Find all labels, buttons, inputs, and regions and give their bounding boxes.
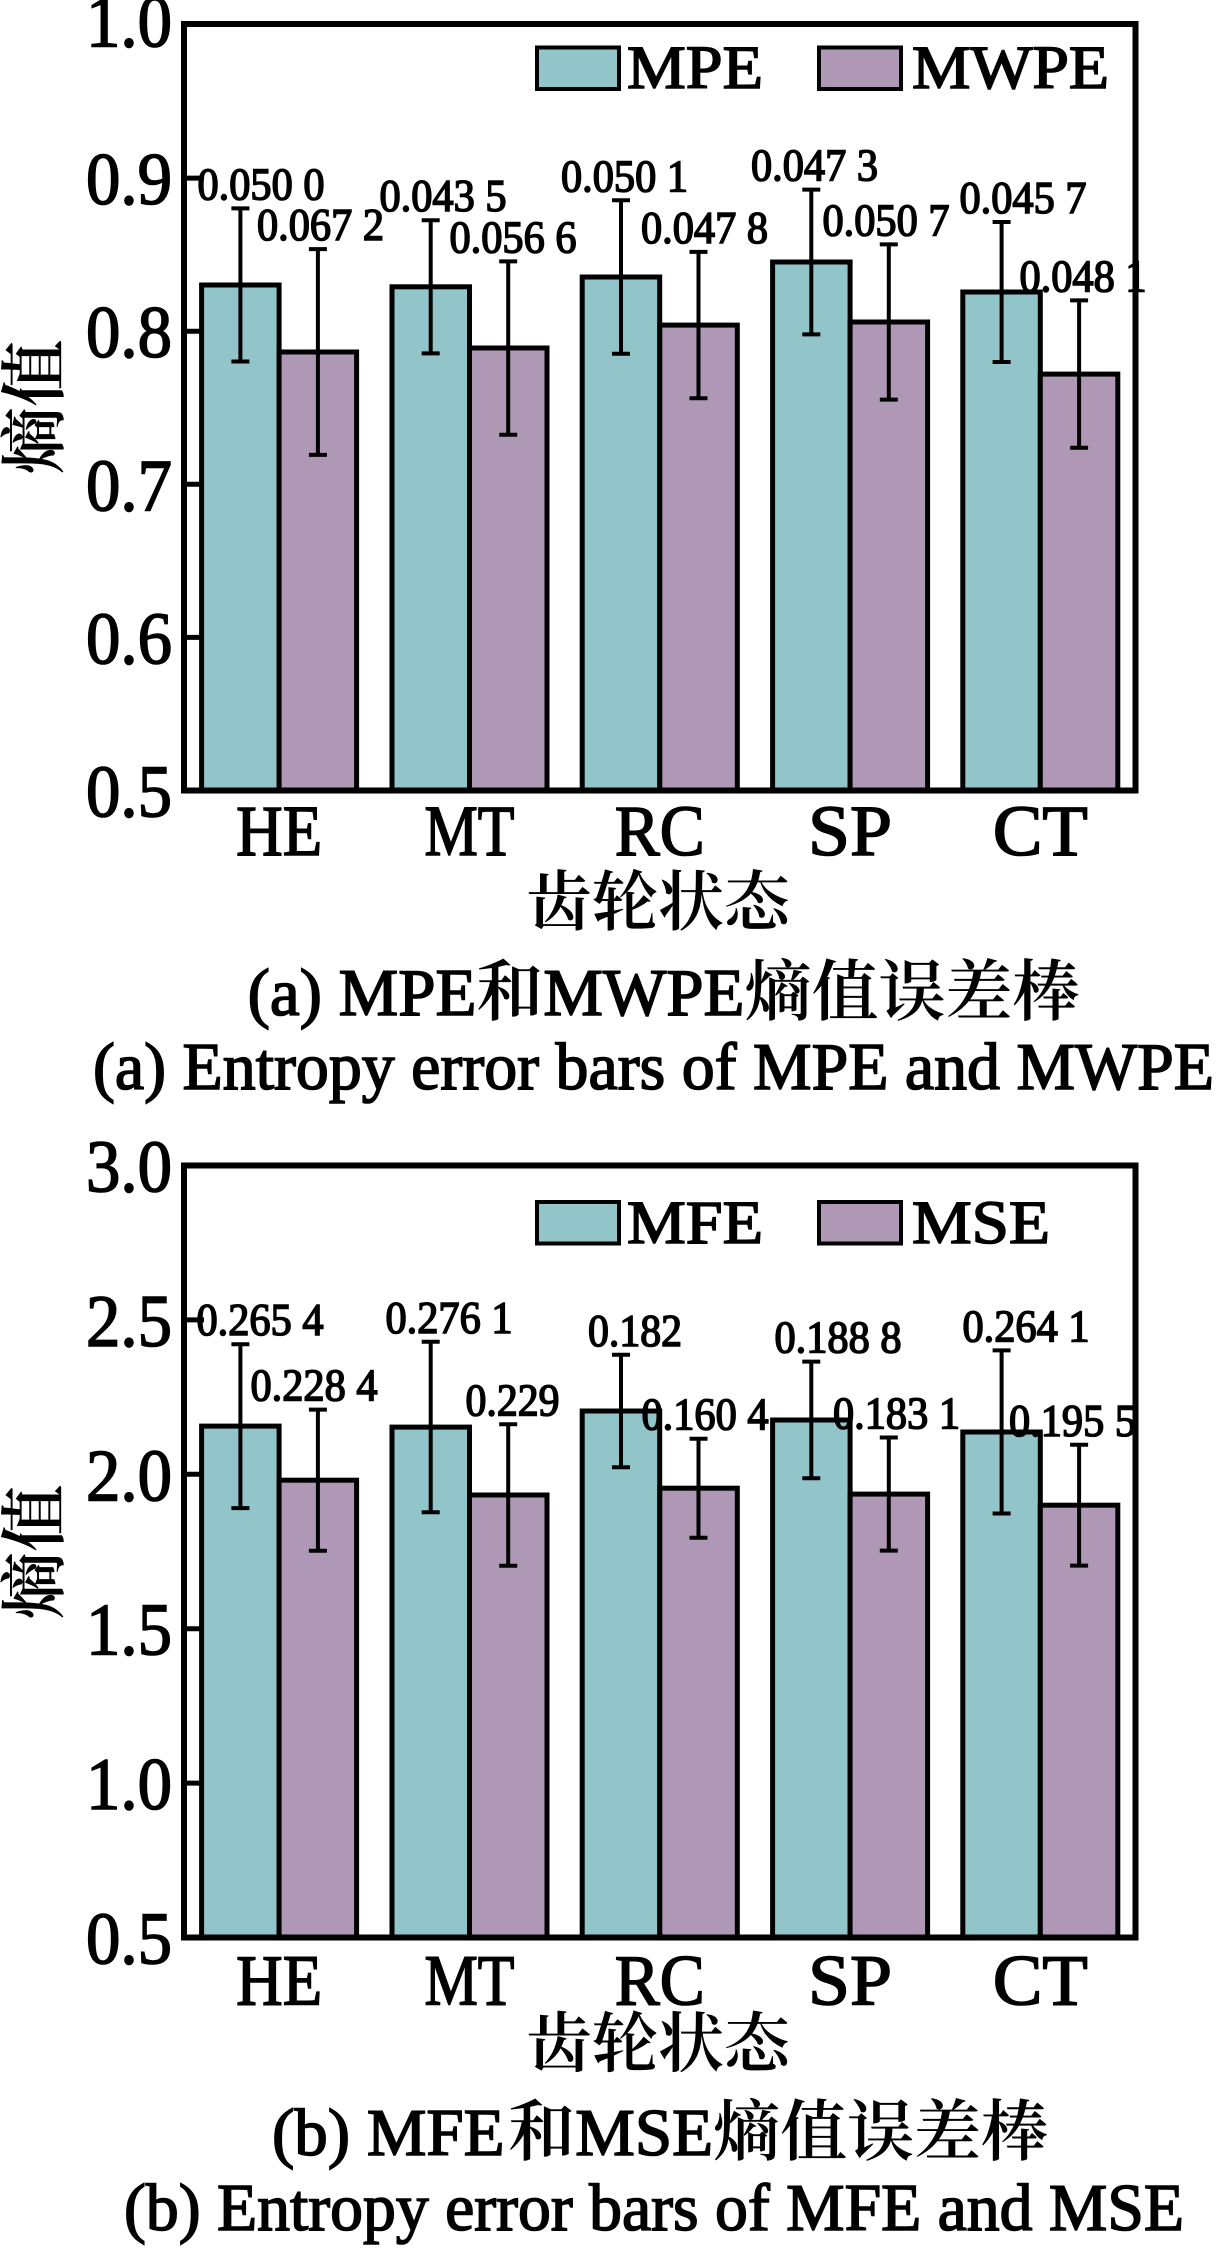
svg-text:0.047 3: 0.047 3 <box>751 141 878 191</box>
svg-text:1.0: 1.0 <box>86 0 172 64</box>
svg-text:0.050 0: 0.050 0 <box>198 159 325 209</box>
svg-text:0.043 5: 0.043 5 <box>380 171 507 221</box>
svg-text:2.5: 2.5 <box>86 1281 172 1363</box>
svg-text:0.195 5: 0.195 5 <box>1009 1396 1136 1446</box>
svg-text:0.188 8: 0.188 8 <box>775 1313 902 1363</box>
svg-text:HE: HE <box>236 791 322 871</box>
svg-text:0.229: 0.229 <box>466 1375 560 1425</box>
svg-text:2.0: 2.0 <box>86 1435 172 1517</box>
svg-text:MFE: MFE <box>627 1190 763 1257</box>
svg-text:1.0: 1.0 <box>86 1744 172 1826</box>
svg-text:0.047 8: 0.047 8 <box>641 203 768 253</box>
svg-text:RC: RC <box>615 791 705 871</box>
svg-text:SP: SP <box>808 1941 892 2021</box>
svg-text:RC: RC <box>615 1941 705 2021</box>
svg-text:HE: HE <box>236 1941 322 2021</box>
svg-text:0.050 7: 0.050 7 <box>823 195 950 245</box>
svg-text:0.9: 0.9 <box>86 139 172 221</box>
svg-text:1.5: 1.5 <box>86 1590 172 1672</box>
svg-text:3.0: 3.0 <box>86 1127 172 1209</box>
svg-text:0.160 4: 0.160 4 <box>642 1390 769 1440</box>
svg-text:0.183 1: 0.183 1 <box>833 1389 960 1439</box>
svg-text:CT: CT <box>993 791 1088 871</box>
svg-text:MSE: MSE <box>912 1190 1050 1257</box>
svg-text:MPE: MPE <box>627 35 763 102</box>
svg-text:0.5: 0.5 <box>86 1899 172 1981</box>
svg-text:MWPE: MWPE <box>543 956 744 1030</box>
svg-text:MWPE: MWPE <box>912 35 1109 102</box>
svg-text:0.228 4: 0.228 4 <box>251 1361 378 1411</box>
svg-text:0.6: 0.6 <box>86 598 172 680</box>
svg-text:(a) Entropy error bars of MPE: (a) Entropy error bars of MPE and MWPE <box>93 1031 1214 1104</box>
svg-text:0.264 1: 0.264 1 <box>963 1301 1090 1351</box>
svg-text:0.182: 0.182 <box>588 1306 682 1356</box>
svg-text:SP: SP <box>808 791 892 871</box>
svg-text:MT: MT <box>424 1941 514 2021</box>
svg-text:0.048 1: 0.048 1 <box>1020 251 1147 301</box>
svg-text:0.056 6: 0.056 6 <box>450 212 577 262</box>
svg-text:(b) Entropy error bars of MFE: (b) Entropy error bars of MFE and MSE <box>124 2172 1184 2245</box>
svg-text:(a) MPE: (a) MPE <box>248 956 477 1030</box>
svg-text:0.050 1: 0.050 1 <box>561 151 688 201</box>
svg-text:0.067 2: 0.067 2 <box>257 200 384 250</box>
svg-text:MT: MT <box>424 791 514 871</box>
svg-text:0.7: 0.7 <box>86 445 172 527</box>
svg-text:CT: CT <box>993 1941 1088 2021</box>
svg-text:0.8: 0.8 <box>86 292 172 374</box>
svg-text:0.265 4: 0.265 4 <box>197 1295 324 1345</box>
svg-text:0.5: 0.5 <box>86 752 172 834</box>
svg-text:0.045 7: 0.045 7 <box>960 173 1087 223</box>
svg-text:0.276 1: 0.276 1 <box>386 1293 513 1343</box>
svg-text:(b) MFE: (b) MFE <box>272 2096 505 2170</box>
svg-text:MSE: MSE <box>575 2096 713 2170</box>
